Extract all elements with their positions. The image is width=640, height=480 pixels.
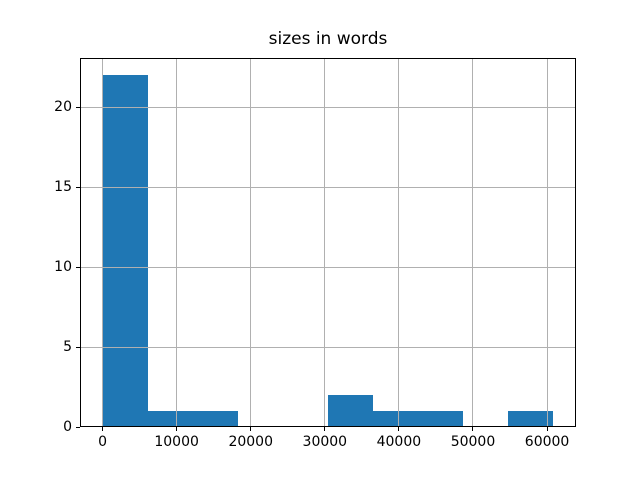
x-tick-label: 50000: [450, 434, 496, 451]
y-tick-mark: [76, 106, 80, 108]
bars-layer: [80, 58, 576, 428]
histogram-bar: [147, 411, 193, 428]
x-tick-mark: [176, 427, 178, 432]
gridline-horizontal: [80, 346, 576, 348]
plot-area: [80, 57, 576, 428]
y-tick-mark: [76, 266, 80, 268]
y-tick-mark: [76, 346, 80, 348]
histogram-bar: [373, 411, 419, 428]
gridline-vertical: [472, 57, 474, 428]
x-tick-mark: [324, 427, 326, 432]
x-tick-mark: [250, 427, 252, 432]
gridline-horizontal: [80, 266, 576, 268]
y-tick-label: 10: [54, 259, 72, 276]
x-tick-label: 40000: [376, 434, 422, 451]
gridline-vertical: [102, 57, 104, 428]
x-tick-label: 20000: [228, 434, 273, 451]
chart-title: sizes in words: [268, 29, 388, 49]
histogram-bar: [418, 411, 464, 428]
x-tick-mark: [102, 427, 104, 432]
y-tick-mark: [76, 426, 80, 428]
x-tick-mark: [472, 427, 474, 432]
y-tick-label: 5: [63, 339, 72, 356]
y-tick-label: 0: [63, 419, 72, 436]
y-tick-label: 20: [54, 99, 72, 116]
grid-layer: [80, 57, 576, 428]
x-tick-label: 60000: [524, 434, 570, 451]
x-tick-mark: [546, 427, 548, 432]
histogram-bar: [508, 411, 554, 428]
gridline-vertical: [398, 57, 400, 428]
x-tick-label: 30000: [302, 434, 348, 451]
y-tick-mark: [76, 186, 80, 188]
y-tick-label: 15: [54, 179, 72, 196]
x-tick-label: 10000: [154, 434, 199, 451]
x-tick-label: 0: [98, 434, 107, 451]
histogram-bar: [192, 411, 238, 428]
histogram-bar: [328, 395, 374, 428]
gridline-horizontal: [80, 186, 576, 188]
gridline-vertical: [250, 57, 252, 428]
gridline-vertical: [546, 57, 548, 428]
histogram-bar: [102, 75, 148, 428]
gridline-vertical: [176, 57, 178, 428]
x-tick-mark: [398, 427, 400, 432]
gridline-horizontal: [80, 106, 576, 108]
gridline-vertical: [324, 57, 326, 428]
